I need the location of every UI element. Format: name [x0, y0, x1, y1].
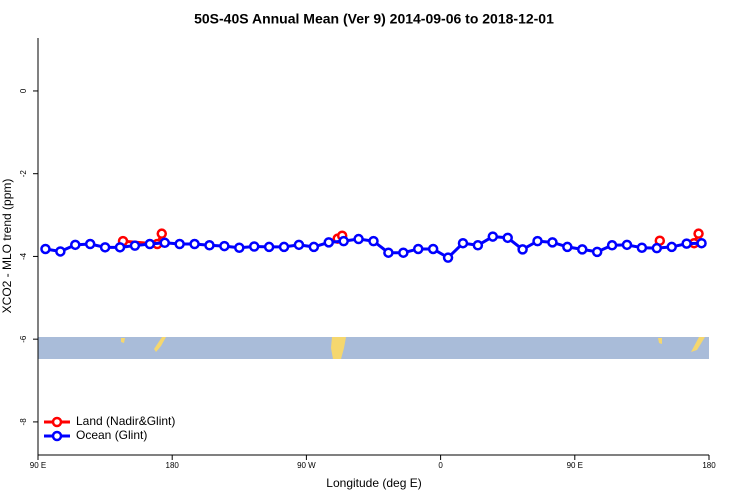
ocean-band: [38, 337, 709, 359]
y-tick-label: 0: [19, 88, 28, 93]
x-tick-label: 180: [702, 461, 716, 470]
point: [591, 246, 603, 258]
point: [457, 237, 469, 249]
point: [234, 242, 245, 253]
point: [636, 242, 648, 253]
y-tick-label: -8: [19, 418, 28, 426]
point: [338, 235, 349, 247]
point: [323, 237, 335, 248]
point: [99, 242, 111, 253]
point: [189, 238, 200, 250]
x-tick-label: 90 E: [30, 461, 46, 470]
point: [84, 238, 96, 250]
point: [174, 238, 185, 250]
x-tick-label: 90 W: [297, 461, 316, 470]
x-tick-label: 180: [166, 461, 180, 470]
land-patch: [331, 337, 346, 359]
land-patch: [658, 338, 662, 344]
point: [144, 238, 156, 250]
map-band: [38, 337, 709, 359]
point: [666, 241, 677, 253]
point: [651, 242, 663, 254]
point: [248, 241, 260, 252]
point: [621, 239, 633, 251]
point: [368, 235, 379, 247]
point: [55, 246, 66, 257]
legend-marker: [51, 430, 63, 442]
y-axis-label: XCO2 - MLO trend (ppm): [0, 179, 14, 314]
point: [278, 241, 290, 253]
point: [398, 247, 409, 258]
point: [204, 240, 215, 251]
point: [547, 237, 558, 248]
point: [562, 241, 573, 253]
land-patch: [154, 337, 166, 352]
point: [412, 243, 424, 255]
y-tick-label: -4: [19, 252, 28, 260]
chart-title: 50S-40S Annual Mean (Ver 9) 2014-09-06 t…: [194, 11, 554, 27]
legend-marker: [51, 416, 63, 428]
x-tick-label: 0: [438, 461, 443, 470]
legend-label: Land (Nadir&Glint): [76, 414, 175, 428]
point: [263, 241, 275, 253]
land-patch: [121, 338, 125, 343]
point: [114, 242, 126, 253]
y-tick-label: -2: [19, 170, 28, 178]
point: [693, 228, 704, 239]
point: [427, 243, 439, 255]
point: [293, 239, 305, 251]
point: [472, 240, 484, 251]
land-patch: [691, 337, 705, 352]
point: [40, 243, 51, 255]
legend-label: Ocean (Glint): [76, 428, 147, 442]
point: [606, 240, 618, 251]
point: [681, 238, 692, 249]
point: [577, 244, 588, 255]
point: [696, 237, 707, 249]
point: [219, 240, 230, 252]
x-axis-label: Longitude (deg E): [326, 476, 421, 490]
point: [70, 239, 81, 251]
point: [353, 233, 364, 245]
y-tick-label: -6: [19, 335, 28, 343]
point: [129, 240, 141, 251]
point: [383, 247, 394, 258]
point: [159, 237, 170, 249]
point: [532, 235, 543, 247]
point: [442, 252, 454, 263]
point: [517, 244, 528, 255]
point: [308, 241, 320, 253]
point: [502, 232, 513, 244]
x-tick-label: 90 E: [567, 461, 583, 470]
point: [487, 231, 499, 242]
point: [156, 228, 168, 239]
